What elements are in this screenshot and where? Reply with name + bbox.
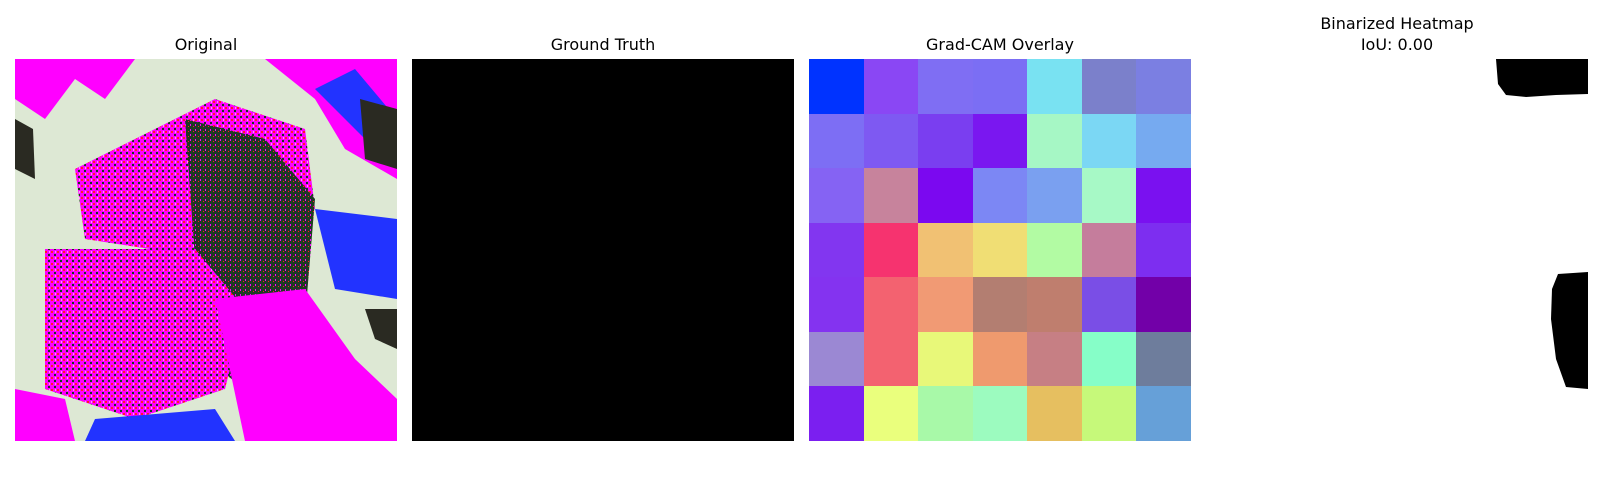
gradcam-cell <box>1136 168 1191 223</box>
gradcam-cell <box>972 277 1028 332</box>
gradcam-cell <box>1081 168 1137 223</box>
iou-label: IoU: 0.00 <box>1360 35 1434 54</box>
gradcam-cell <box>809 222 864 278</box>
gradcam-cell <box>863 222 919 278</box>
original-image <box>15 59 397 441</box>
gradcam-cell <box>863 59 919 114</box>
ground-truth-title: Ground Truth <box>550 35 656 54</box>
gradcam-cell <box>918 113 973 169</box>
gradcam-cell <box>863 331 919 387</box>
gradcam-cell <box>972 386 1028 441</box>
gradcam-cell <box>918 331 973 387</box>
gradcam-cell <box>918 222 973 278</box>
gradcam-panel: Grad-CAM Overlay <box>809 0 1191 460</box>
gradcam-cell <box>809 386 864 441</box>
gradcam-title: Grad-CAM Overlay <box>926 35 1074 54</box>
gradcam-cell <box>809 59 864 114</box>
ground-truth-mask <box>412 59 794 441</box>
gradcam-cell <box>1081 386 1137 441</box>
gradcam-cell <box>1081 277 1137 332</box>
gradcam-cell <box>863 168 919 223</box>
gradcam-overlay-grid <box>809 59 1191 441</box>
gradcam-cell <box>918 168 973 223</box>
gradcam-cell <box>1136 113 1191 169</box>
gradcam-cell <box>1027 386 1082 441</box>
binarized-title: Binarized Heatmap <box>1320 14 1474 33</box>
ground-truth-panel: Ground Truth <box>412 0 794 460</box>
original-panel: Original <box>15 0 397 460</box>
mask-region-right <box>1551 272 1588 389</box>
gradcam-cell <box>918 277 973 332</box>
binarized-panel: Binarized Heatmap IoU: 0.00 <box>1206 0 1588 460</box>
gradcam-cell <box>1027 331 1082 387</box>
gradcam-cell <box>1136 59 1191 114</box>
gradcam-cell <box>1081 59 1137 114</box>
gradcam-cell <box>863 113 919 169</box>
gradcam-cell <box>809 113 864 169</box>
gradcam-cell <box>1136 386 1191 441</box>
gradcam-cell <box>863 386 919 441</box>
mask-region-top <box>1496 59 1588 97</box>
gradcam-cell <box>809 277 864 332</box>
original-title: Original <box>174 35 238 54</box>
gradcam-cell <box>1136 277 1191 332</box>
binarized-heatmap <box>1206 59 1588 441</box>
original-image-art <box>15 59 397 441</box>
gradcam-cell <box>809 331 864 387</box>
gradcam-cell <box>972 113 1028 169</box>
gradcam-cell <box>1027 222 1082 278</box>
gradcam-cell <box>1027 59 1082 114</box>
gradcam-cell <box>972 331 1028 387</box>
gradcam-cell <box>1136 222 1191 278</box>
gradcam-cell <box>918 386 973 441</box>
gradcam-cell <box>863 277 919 332</box>
gradcam-cell <box>972 59 1028 114</box>
gradcam-cell <box>972 222 1028 278</box>
binarized-mask-shapes <box>1496 59 1588 389</box>
gradcam-cell <box>809 168 864 223</box>
gradcam-cell <box>1027 277 1082 332</box>
gradcam-cell <box>918 59 973 114</box>
gradcam-cell <box>1136 331 1191 387</box>
gradcam-cell <box>972 168 1028 223</box>
gradcam-cell <box>1081 222 1137 278</box>
gradcam-cell <box>1027 113 1082 169</box>
gradcam-cell <box>1081 113 1137 169</box>
gradcam-cell <box>1027 168 1082 223</box>
gradcam-cell <box>1081 331 1137 387</box>
